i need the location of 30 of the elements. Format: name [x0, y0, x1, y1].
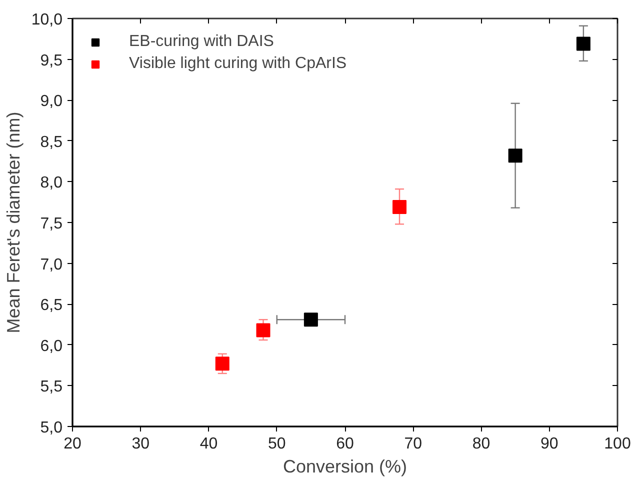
y-tick-label: 7,0	[40, 256, 63, 274]
x-tick-label: 50	[268, 436, 286, 452]
y-tick-label: 9,0	[40, 93, 63, 110]
x-axis-title: Conversion (%)	[282, 456, 408, 476]
y-tick-label: 10,0	[31, 12, 63, 28]
point	[256, 323, 270, 338]
y-tick-label: 9,5	[40, 52, 63, 70]
y-tick-label: 5,0	[40, 420, 63, 436]
point	[215, 356, 230, 371]
point	[508, 148, 522, 163]
x-tick-label: 70	[404, 436, 422, 452]
x-tick-label: 60	[336, 436, 354, 452]
x-tick-label: 40	[200, 436, 218, 452]
x-tick-label: 100	[604, 436, 631, 452]
y-tick-label: 5,5	[40, 378, 63, 396]
y-axis-title: Mean Feret's diameter (nm)	[3, 112, 24, 334]
y-tick-label: 6,0	[40, 338, 63, 355]
y-tick-label: 7,5	[40, 216, 63, 232]
legend-label: EB-curing with DAIS	[129, 33, 274, 51]
legend-label: Visible light curing with CpArIS	[129, 55, 347, 73]
y-tick-label: 8,5	[40, 134, 63, 151]
point	[576, 36, 590, 51]
point	[304, 312, 318, 327]
y-tick-label: 8,0	[40, 174, 63, 192]
point	[392, 200, 406, 214]
y-tick-label: 6,5	[40, 297, 63, 314]
x-tick-label: 20	[64, 436, 82, 452]
x-tick-label: 30	[132, 436, 150, 452]
x-tick-label: 90	[540, 436, 558, 452]
x-tick-label: 80	[472, 436, 490, 452]
